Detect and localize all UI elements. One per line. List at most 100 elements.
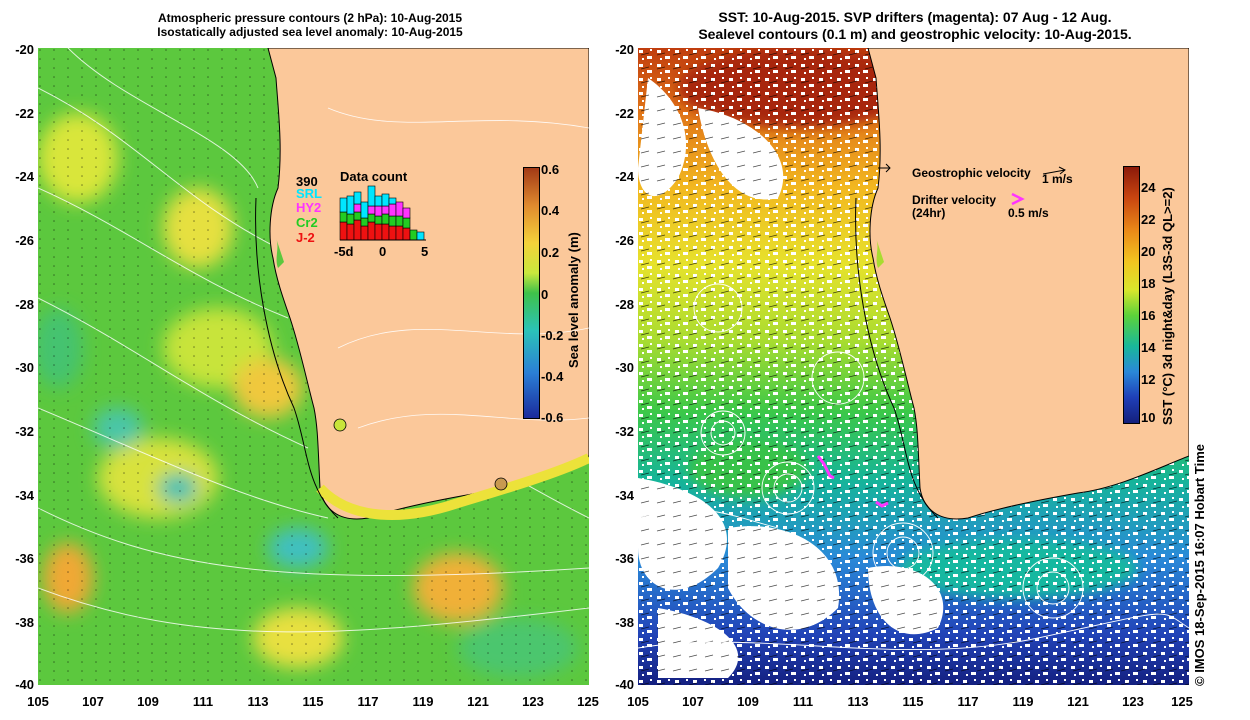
right-ytick-36: -36 — [615, 551, 634, 566]
left-xtick-111: 111 — [192, 694, 214, 709]
left-ytick-34: -34 — [15, 488, 34, 503]
left-ytick-24: -24 — [15, 169, 34, 184]
mission-label-hy2: HY2 — [296, 200, 322, 215]
left-xtick-123: 123 — [522, 694, 544, 709]
left-xtick-121: 121 — [467, 694, 489, 709]
geo-velocity-arrow-icon — [1042, 166, 1066, 175]
right-cbar-tick-10: 10 — [1141, 410, 1156, 425]
drifter-track-1[interactable] — [816, 455, 835, 480]
left-shelf-break — [255, 197, 339, 519]
right-ytick-38: -38 — [615, 615, 634, 630]
right-ytick-28: -28 — [615, 297, 634, 312]
left-cbar-tick-5: -0.4 — [541, 369, 564, 384]
right-colorbar — [1123, 166, 1140, 424]
right-shark-bay — [876, 238, 884, 268]
right-shelf-break — [855, 197, 939, 519]
left-ytick-28: -28 — [15, 297, 34, 312]
left-land-pressure-contours — [327, 107, 589, 429]
right-xtick-115: 115 — [902, 694, 924, 709]
right-xtick-113: 113 — [847, 694, 869, 709]
data-count-title: Data count — [340, 169, 408, 184]
left-xtick-105: 105 — [27, 694, 49, 709]
left-xtick-115: 115 — [302, 694, 324, 709]
left-cbar-tick-3: 0 — [541, 287, 549, 302]
right-ytick-40: -40 — [615, 677, 634, 692]
drifter-velocity-label: Drifter velocity — [912, 193, 997, 207]
left-xtick-113: 113 — [247, 694, 269, 709]
imos-credit: © IMOS 18-Sep-2015 16:07 Hobart Time — [1192, 444, 1207, 686]
right-cbar-tick-18: 18 — [1141, 276, 1156, 291]
left-xtick-107: 107 — [82, 694, 104, 709]
left-colorbar-label: Sea level anomaly (m) — [566, 232, 581, 368]
left-ytick-22: -22 — [15, 106, 34, 121]
left-cbar-tick-4: -0.2 — [541, 328, 564, 343]
left-title-line1: Atmospheric pressure contours (2 hPa): 1… — [157, 11, 463, 25]
histogram-xtick-5: 5 — [421, 244, 429, 259]
right-australia-land — [867, 48, 1189, 520]
right-ytick-34: -34 — [615, 488, 634, 503]
right-xtick-109: 109 — [737, 694, 759, 709]
right-xtick-117: 117 — [957, 694, 979, 709]
right-cbar-tick-22: 22 — [1141, 212, 1156, 227]
left-cbar-tick-2: 0.2 — [541, 245, 560, 260]
left-cbar-tick-0: 0.6 — [541, 162, 560, 177]
drifter-track-2[interactable] — [875, 500, 889, 508]
left-ytick-36: -36 — [15, 551, 34, 566]
right-sst-map[interactable] — [638, 48, 1189, 685]
mission-label-j2: J-2 — [296, 230, 315, 245]
right-xtick-107: 107 — [682, 694, 704, 709]
right-title-line1: SST: 10-Aug-2015. SVP drifters (magenta)… — [718, 9, 1112, 25]
left-colorbar — [523, 167, 540, 419]
right-xtick-125: 125 — [1171, 694, 1193, 709]
left-panel-title: Atmospheric pressure contours (2 hPa): 1… — [60, 11, 560, 39]
left-xtick-119: 119 — [412, 694, 434, 709]
right-panel-title: SST: 10-Aug-2015. SVP drifters (magenta)… — [630, 9, 1200, 43]
right-xtick-119: 119 — [1012, 694, 1034, 709]
left-ytick-38: -38 — [15, 615, 34, 630]
left-xtick-125: 125 — [577, 694, 599, 709]
left-ytick-20: -20 — [15, 42, 34, 57]
left-xtick-109: 109 — [137, 694, 159, 709]
right-cbar-tick-14: 14 — [1141, 340, 1156, 355]
left-shark-bay — [276, 238, 284, 268]
right-ytick-32: -32 — [615, 424, 634, 439]
right-cbar-tick-20: 20 — [1141, 244, 1156, 259]
left-sea-level-map[interactable] — [38, 48, 589, 685]
mission-label-cr2: Cr2 — [296, 215, 318, 230]
left-title-line2: Isostatically adjusted sea level anomaly… — [157, 25, 463, 39]
left-xtick-117: 117 — [357, 694, 379, 709]
left-ytick-32: -32 — [15, 424, 34, 439]
histogram-xtick-0: 0 — [379, 244, 387, 259]
left-tide-gauge-fremantle[interactable] — [333, 418, 347, 432]
right-xtick-121: 121 — [1067, 694, 1089, 709]
right-ytick-22: -22 — [615, 106, 634, 121]
right-cbar-tick-16: 16 — [1141, 308, 1156, 323]
left-ytick-30: -30 — [15, 360, 34, 375]
right-colorbar-gradient — [1124, 167, 1139, 423]
histogram-xtick-neg5: -5d — [334, 244, 354, 259]
data-count-histogram — [339, 185, 426, 241]
right-ytick-30: -30 — [615, 360, 634, 375]
right-ytick-24: -24 — [615, 169, 634, 184]
data-count-total: 390 — [296, 174, 318, 189]
right-cbar-tick-12: 12 — [1141, 372, 1156, 387]
drifter-velocity-scale: 0.5 m/s — [1008, 206, 1049, 220]
left-south-coast-band — [316, 453, 589, 520]
drifter-velocity-sub: (24hr) — [912, 206, 946, 220]
mission-label-srl: SRL — [296, 186, 322, 201]
left-ytick-26: -26 — [15, 233, 34, 248]
right-ytick-20: -20 — [615, 42, 634, 57]
right-xtick-123: 123 — [1122, 694, 1144, 709]
geo-velocity-label: Geostrophic velocity — [912, 166, 1031, 180]
right-sealevel-contours — [638, 283, 1189, 651]
geo-velocity-scale: 1 m/s — [1042, 172, 1073, 186]
right-xtick-111: 111 — [792, 694, 814, 709]
left-ytick-40: -40 — [15, 677, 34, 692]
right-legend-geo-arrow — [878, 163, 891, 173]
right-xtick-105: 105 — [627, 694, 649, 709]
right-ytick-26: -26 — [615, 233, 634, 248]
left-colorbar-gradient — [524, 168, 539, 418]
left-tide-gauge-esperance[interactable] — [494, 477, 508, 491]
right-title-line2: Sealevel contours (0.1 m) and geostrophi… — [698, 26, 1132, 42]
drifter-velocity-arrow-icon — [1011, 192, 1025, 206]
